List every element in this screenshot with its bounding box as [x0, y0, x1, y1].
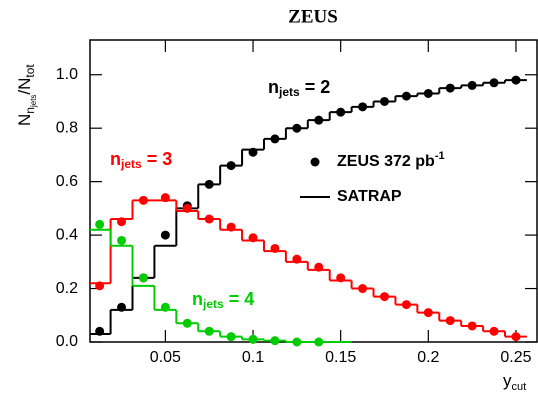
legend-label: ZEUS 372 pb-1 — [337, 150, 445, 170]
y-axis-label: Nnjets/Ntot — [15, 64, 38, 126]
data-point — [117, 302, 127, 312]
data-point — [292, 254, 302, 264]
data-point — [423, 308, 433, 318]
x-tick-label: 0.2 — [417, 349, 439, 366]
data-point — [358, 102, 368, 112]
chart-title: ZEUS — [288, 6, 338, 27]
annotation-rest: = 3 — [142, 149, 173, 169]
data-point — [160, 193, 170, 203]
data-point — [270, 336, 280, 346]
data-point — [204, 326, 214, 336]
data-point — [95, 219, 105, 229]
series-annotation: njets = 3 — [110, 149, 172, 171]
x-label-sub: cut — [512, 381, 527, 393]
y-tick-label: 0.2 — [56, 280, 78, 297]
legend-sup: -1 — [435, 150, 445, 162]
data-point — [204, 179, 214, 189]
y-tick-label: 0.8 — [56, 119, 78, 136]
annotation-rest: = 2 — [300, 77, 331, 97]
data-point — [117, 235, 127, 245]
data-point — [248, 334, 258, 344]
data-point — [314, 337, 324, 347]
data-point — [138, 273, 148, 283]
series-annotation: njets = 4 — [192, 289, 254, 311]
data-point — [182, 318, 192, 328]
data-point — [182, 203, 192, 213]
data-point — [248, 233, 258, 243]
data-point — [467, 80, 477, 90]
series-annotation: njets = 2 — [268, 77, 330, 99]
data-point — [401, 300, 411, 310]
data-point — [226, 161, 236, 171]
y-tick-label: 1.0 — [56, 66, 78, 83]
data-point — [138, 195, 148, 205]
y-label-mid: /N — [15, 78, 34, 95]
y-label-subsub: jets — [29, 95, 38, 108]
data-point — [226, 222, 236, 232]
data-point — [117, 217, 127, 227]
data-point — [511, 75, 521, 85]
data-point — [467, 321, 477, 331]
data-point — [336, 273, 346, 283]
data-point — [160, 230, 170, 240]
data-point — [358, 284, 368, 294]
data-point — [270, 134, 280, 144]
data-point — [204, 214, 214, 224]
x-tick-label: 0.25 — [500, 349, 531, 366]
y-label-main: N — [15, 114, 34, 126]
x-tick-label: 0.1 — [242, 349, 264, 366]
data-point — [292, 337, 302, 347]
data-point — [160, 302, 170, 312]
data-point — [226, 332, 236, 342]
data-point — [95, 326, 105, 336]
annotation-sub: jets — [120, 157, 142, 171]
legend-text: SATRAP — [337, 188, 402, 205]
data-point — [336, 107, 346, 117]
data-point — [314, 115, 324, 125]
data-point — [379, 96, 389, 106]
data-point — [95, 281, 105, 291]
y-label-sub2: tot — [23, 64, 37, 78]
data-point — [445, 83, 455, 93]
x-tick-label: 0.05 — [150, 349, 181, 366]
data-point — [314, 262, 324, 272]
x-label-main: y — [503, 371, 512, 390]
legend-label: SATRAP — [337, 188, 402, 205]
data-point — [292, 123, 302, 133]
data-point — [401, 91, 411, 101]
legend-marker — [310, 157, 320, 167]
data-point — [511, 332, 521, 342]
data-point — [379, 292, 389, 302]
data-point — [270, 243, 280, 253]
annotation-main: n — [110, 149, 121, 169]
annotation-sub: jets — [202, 297, 224, 311]
y-tick-label: 0.6 — [56, 173, 78, 190]
data-point — [489, 78, 499, 88]
y-label-sub: n — [23, 107, 37, 114]
annotation-rest: = 4 — [224, 289, 255, 309]
annotation-main: n — [268, 77, 279, 97]
data-point — [445, 316, 455, 326]
annotation-sub: jets — [278, 85, 300, 99]
data-point — [423, 88, 433, 98]
x-tick-label: 0.15 — [325, 349, 356, 366]
x-axis-label: ycut — [503, 371, 526, 392]
data-point — [248, 147, 258, 157]
annotation-main: n — [192, 289, 203, 309]
data-point — [489, 326, 499, 336]
y-tick-label: 0.4 — [56, 226, 78, 243]
y-tick-label: 0.0 — [56, 333, 78, 350]
legend-text: ZEUS 372 pb — [337, 153, 435, 170]
